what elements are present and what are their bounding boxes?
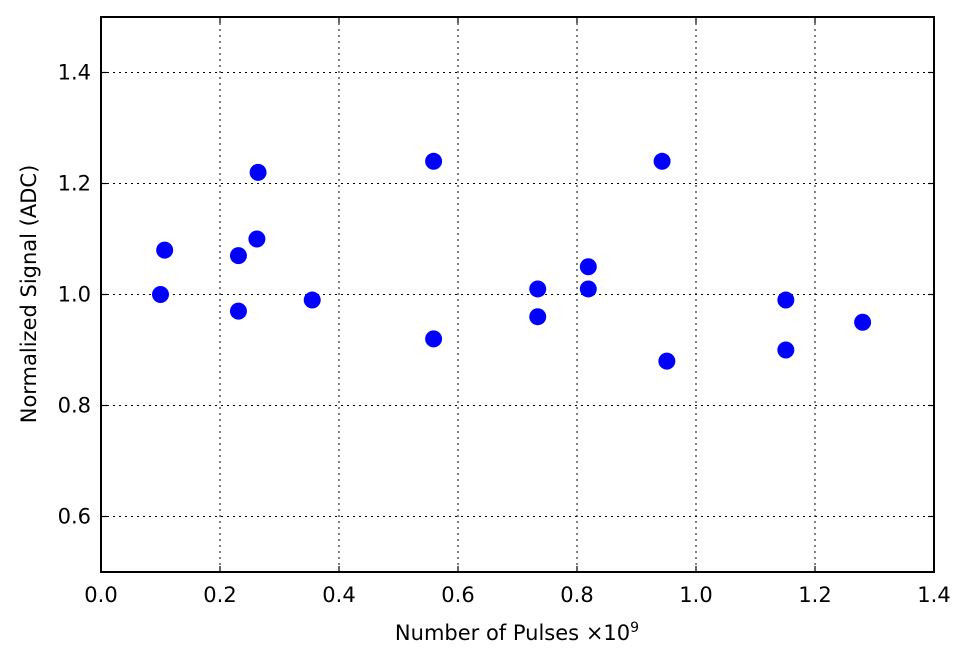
data-point [425,152,443,170]
data-point [249,163,267,181]
y-tick-label: 0.6 [58,505,91,529]
y-axis-label: Normalized Signal (ADC) [17,165,41,424]
data-point [152,286,169,303]
y-tick-label: 1.4 [58,61,91,85]
grid [101,17,934,572]
data-point [579,280,597,298]
x-tick-label: 1.0 [679,583,712,607]
y-tick-label: 0.8 [58,394,91,418]
y-tick-label: 1.0 [58,283,91,307]
data-point [529,280,547,298]
x-tick-label: 0.6 [441,583,474,607]
data-points [152,152,872,370]
x-tick-label: 0.4 [322,583,355,607]
data-point [425,330,443,348]
tick-labels: 0.0 0.2 0.4 0.6 0.8 1.0 1.2 1.4 0.6 0.8 1.0 1.2 1.4 [58,61,951,608]
x-axis-label: Number of Pulses ×109 [395,620,639,645]
data-point [248,230,266,248]
x-tick-label: 0.2 [203,583,236,607]
x-tick-label: 0.0 [84,583,117,607]
data-point [653,152,671,170]
data-point [579,258,597,276]
data-point [777,291,795,309]
data-point [156,241,174,259]
data-point [229,302,247,320]
x-tick-label: 1.4 [917,583,950,607]
data-point [529,308,547,326]
data-point [229,247,247,265]
data-point [854,313,872,331]
plot-frame [100,16,935,573]
data-point [303,291,321,309]
x-tick-label: 0.8 [560,583,593,607]
y-tick-label: 1.2 [58,172,91,196]
data-point [658,352,676,370]
data-point [777,341,795,359]
x-tick-label: 1.2 [798,583,831,607]
